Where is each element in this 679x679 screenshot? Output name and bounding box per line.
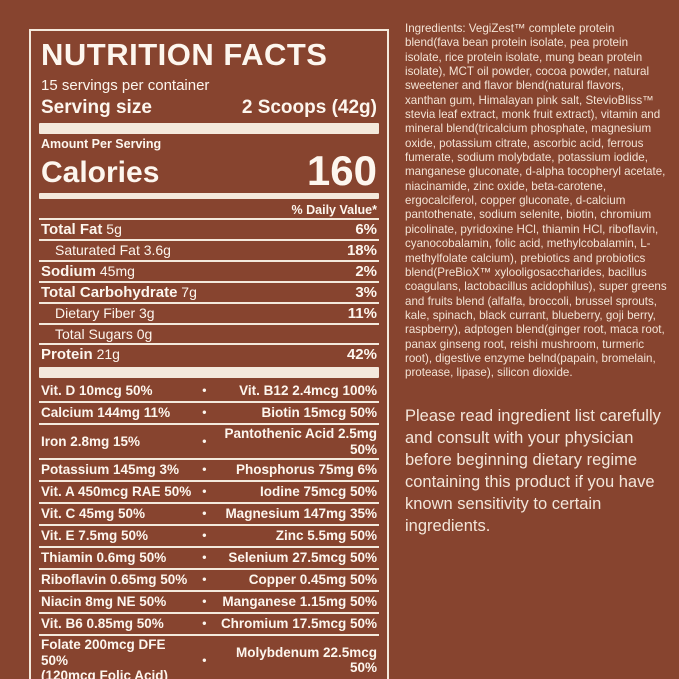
micronutrient-left: Vit. C 45mg 50% (41, 506, 146, 522)
micronutrient-right: Chromium 17.5mcg 50% (220, 616, 377, 632)
micronutrient-row: Niacin 8mg NE 50% • Manganese 1.15mg 50% (39, 592, 379, 614)
micronutrient-right: Pantothenic Acid 2.5mg 50% (224, 426, 377, 457)
amount-per-serving-label: Amount Per Serving (41, 137, 162, 151)
micronutrient-row: Vit. A 450mcg RAE 50% • Iodine 75mcg 50% (39, 482, 379, 504)
nutrition-facts-title: NUTRITION FACTS (41, 37, 328, 72)
micronutrient-left: Calcium 144mg 11% (41, 405, 171, 421)
nutrient-daily-value: 42% (346, 346, 377, 363)
micronutrient-right: Molybdenum 22.5mcg 50% (235, 644, 377, 676)
right-text-column: Ingredients: VegiZest™ complete protein … (405, 22, 667, 537)
micronutrient-left: Vit. E 7.5mg 50% (41, 528, 149, 544)
bullet-separator-icon: • (202, 528, 207, 543)
divider-thick (39, 367, 379, 378)
servings-per-container: 15 servings per container (41, 77, 210, 94)
nutrient-row: Protein 21g 42% (39, 343, 379, 364)
nutrient-name-amount: Total Fat 5g (41, 221, 122, 238)
micronutrient-row: Thiamin 0.6mg 50% • Selenium 27.5mcg 50% (39, 548, 379, 570)
nutrient-name-amount: Sodium 45mg (41, 263, 135, 280)
micronutrient-row: Iron 2.8mg 15% • Pantothenic Acid 2.5mg 50… (39, 425, 379, 460)
bullet-separator-icon: • (202, 405, 207, 420)
bullet-separator-icon: • (202, 572, 207, 587)
micronutrient-row: Riboflavin 0.65mg 50% • Copper 0.45mg 50% (39, 570, 379, 592)
micronutrient-left: Potassium 145mg 3% (41, 462, 180, 478)
bullet-separator-icon: • (202, 462, 207, 477)
nutrient-row: Total Fat 5g 6% (39, 218, 379, 239)
ingredients-paragraph: Ingredients: VegiZest™ complete protein … (405, 22, 667, 380)
sensitivity-notice: Please read ingredient list carefully an… (405, 406, 661, 535)
micronutrient-left: Thiamin 0.6mg 50% (41, 550, 167, 566)
micronutrient-right: Zinc 5.5mg 50% (275, 528, 377, 544)
nutrient-row: Dietary Fiber 3g 11% (39, 302, 379, 323)
bullet-separator-icon: • (202, 383, 207, 398)
micronutrient-row: Vit. E 7.5mg 50% • Zinc 5.5mg 50% (39, 526, 379, 548)
micronutrient-left: Niacin 8mg NE 50% (41, 594, 167, 610)
nutrient-daily-value: 2% (355, 263, 377, 280)
serving-size-label: Serving size (41, 97, 152, 118)
nutrient-name-amount: Saturated Fat 3.6g (55, 242, 171, 258)
micronutrient-right: Iodine 75mcg 50% (259, 484, 377, 500)
calories-value: 160 (306, 147, 377, 194)
micronutrient-row: Vit. D 10mcg 50% • Vit. B12 2.4mcg 100% (39, 381, 379, 403)
micronutrient-left: Vit. A 450mcg RAE 50% (41, 484, 192, 500)
nutrient-name-amount: Protein 21g (41, 346, 120, 363)
bullet-separator-icon: • (202, 594, 207, 609)
micronutrient-row: Calcium 144mg 11% • Biotin 15mcg 50% (39, 403, 379, 425)
micronutrient-left: Riboflavin 0.65mg 50% (41, 572, 188, 588)
nutrient-daily-value: 6% (355, 221, 377, 238)
micronutrient-left: Folate 200mcg DFE 50% (120mcg Folic Acid) (41, 637, 169, 679)
micronutrient-right: Phosphorus 75mg 6% (235, 462, 377, 478)
bullet-separator-icon: • (202, 506, 207, 521)
micronutrient-right: Selenium 27.5mcg 50% (228, 550, 377, 566)
nutrient-row: Saturated Fat 3.6g 18% (39, 239, 379, 260)
nutrient-name-amount: Dietary Fiber 3g (55, 305, 155, 321)
serving-size-value: 2 Scoops (42g) (241, 97, 377, 118)
nutrient-daily-value: 11% (347, 305, 377, 322)
bullet-separator-icon: • (202, 616, 207, 631)
micronutrient-row: Vit. C 45mg 50% • Magnesium 147mg 35% (39, 504, 379, 526)
nutrient-row: Sodium 45mg 2% (39, 260, 379, 281)
nutrient-name-amount: Total Carbohydrate 7g (41, 284, 197, 301)
micronutrient-left: Vit. D 10mcg 50% (41, 383, 153, 399)
macronutrient-table: Total Fat 5g 6% Saturated Fat 3.6g 18% Sodiu… (39, 218, 379, 364)
micronutrient-row: Vit. B6 0.85mg 50% • Chromium 17.5mcg 50% (39, 614, 379, 636)
divider-medium (39, 193, 379, 199)
bullet-separator-icon: • (202, 652, 207, 667)
bullet-separator-icon: • (202, 484, 207, 499)
calories-row: Calories 160 (41, 147, 377, 194)
micronutrient-right: Manganese 1.15mg 50% (222, 594, 377, 610)
micronutrient-right: Copper 0.45mg 50% (248, 572, 377, 588)
micronutrient-row: Potassium 145mg 3% • Phosphorus 75mg 6% (39, 460, 379, 482)
nutrient-row: Total Carbohydrate 7g 3% (39, 281, 379, 302)
nutrient-row: Total Sugars 0g (39, 323, 379, 343)
daily-value-header: % Daily Value* (291, 203, 377, 217)
micronutrient-right: Vit. B12 2.4mcg 100% (239, 383, 377, 399)
micronutrient-right: Biotin 15mcg 50% (261, 405, 377, 421)
micronutrient-row: Folate 200mcg DFE 50% (120mcg Folic Acid)… (39, 636, 379, 679)
bullet-separator-icon: • (202, 433, 207, 448)
divider-thick (39, 123, 379, 134)
nutrient-daily-value: 3% (355, 284, 377, 301)
bullet-separator-icon: • (202, 550, 207, 565)
micronutrient-right: Magnesium 147mg 35% (225, 506, 377, 522)
nutrition-facts-panel: NUTRITION FACTS 15 servings per containe… (29, 29, 389, 679)
micronutrient-left: Vit. B6 0.85mg 50% (41, 616, 164, 632)
micronutrient-left: Iron 2.8mg 15% (41, 433, 141, 449)
nutrient-name-amount: Total Sugars 0g (55, 326, 153, 342)
serving-size-row: Serving size 2 Scoops (42g) (41, 96, 377, 120)
nutrient-daily-value: 18% (346, 242, 377, 259)
calories-label: Calories (41, 156, 160, 189)
micronutrient-table: Vit. D 10mcg 50% • Vit. B12 2.4mcg 100% Cal… (39, 381, 379, 679)
